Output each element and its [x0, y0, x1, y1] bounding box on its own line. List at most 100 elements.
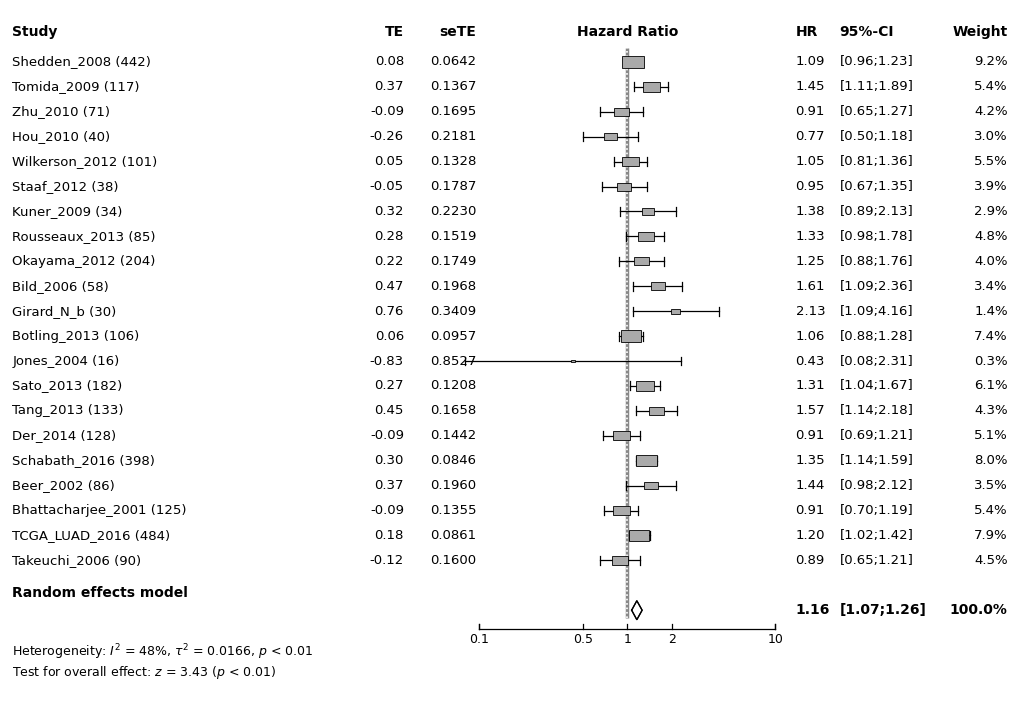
Text: 0.89: 0.89	[795, 554, 824, 567]
Text: Der_2014 (128): Der_2014 (128)	[12, 429, 116, 442]
Text: 0.45: 0.45	[374, 404, 404, 418]
Text: 0.1968: 0.1968	[430, 279, 476, 293]
Text: Takeuchi_2006 (90): Takeuchi_2006 (90)	[12, 554, 142, 567]
Text: [1.11;1.89]: [1.11;1.89]	[839, 80, 912, 93]
Text: 0.1367: 0.1367	[430, 80, 476, 93]
Text: 0.2181: 0.2181	[430, 130, 476, 143]
Text: [1.02;1.42]: [1.02;1.42]	[839, 529, 912, 542]
Text: 1: 1	[623, 633, 631, 646]
Text: [1.04;1.67]: [1.04;1.67]	[839, 379, 912, 392]
Text: 0.1749: 0.1749	[430, 255, 476, 268]
Text: 0.1355: 0.1355	[429, 504, 476, 517]
Text: [0.98;2.12]: [0.98;2.12]	[839, 479, 912, 492]
Text: 1.44: 1.44	[795, 479, 824, 492]
Bar	[635, 381, 653, 391]
Text: 0.08: 0.08	[374, 55, 404, 69]
Text: TE: TE	[384, 25, 404, 39]
Text: 1.38: 1.38	[795, 205, 824, 218]
Bar	[637, 232, 653, 241]
Text: 100.0%: 100.0%	[949, 603, 1007, 617]
Text: 0.95: 0.95	[795, 180, 824, 193]
Text: 1.16: 1.16	[795, 603, 829, 617]
Bar	[621, 331, 641, 342]
Bar	[571, 360, 575, 362]
Text: 0.91: 0.91	[795, 504, 824, 517]
Bar	[603, 133, 616, 140]
Text: 0.32: 0.32	[374, 205, 404, 218]
Bar	[634, 257, 648, 265]
Text: [0.50;1.18]: [0.50;1.18]	[839, 130, 912, 143]
Text: 1.25: 1.25	[795, 255, 824, 268]
Text: Girard_N_b (30): Girard_N_b (30)	[12, 305, 116, 318]
Text: Bild_2006 (58): Bild_2006 (58)	[12, 279, 109, 293]
Bar	[622, 157, 639, 166]
Text: 0.77: 0.77	[795, 130, 824, 143]
Text: [1.14;1.59]: [1.14;1.59]	[839, 454, 912, 468]
Text: 0.91: 0.91	[795, 105, 824, 119]
Text: 1.4%: 1.4%	[973, 305, 1007, 318]
Text: 0.76: 0.76	[374, 305, 404, 318]
Text: [1.09;2.36]: [1.09;2.36]	[839, 279, 912, 293]
Text: 0.1: 0.1	[469, 633, 489, 646]
Bar	[650, 282, 664, 290]
Text: 0.06: 0.06	[374, 329, 404, 343]
Text: [0.70;1.19]: [0.70;1.19]	[839, 504, 912, 517]
Text: 7.4%: 7.4%	[973, 329, 1007, 343]
Text: [0.69;1.21]: [0.69;1.21]	[839, 429, 912, 442]
Bar	[616, 183, 631, 191]
Text: Beer_2002 (86): Beer_2002 (86)	[12, 479, 115, 492]
Text: [0.81;1.36]: [0.81;1.36]	[839, 155, 912, 168]
Text: seTE: seTE	[439, 25, 476, 39]
Text: 0.3409: 0.3409	[430, 305, 476, 318]
Text: 0.2230: 0.2230	[430, 205, 476, 218]
Bar	[648, 406, 663, 415]
Bar	[612, 505, 629, 515]
Text: 0.0957: 0.0957	[430, 329, 476, 343]
Text: 0.3%: 0.3%	[973, 355, 1007, 368]
Text: Bhattacharjee_2001 (125): Bhattacharjee_2001 (125)	[12, 504, 186, 517]
Text: 0.30: 0.30	[374, 454, 404, 468]
Text: -0.12: -0.12	[369, 554, 404, 567]
Text: 0.5: 0.5	[573, 633, 592, 646]
Text: 1.57: 1.57	[795, 404, 824, 418]
Text: [0.67;1.35]: [0.67;1.35]	[839, 180, 912, 193]
Text: 1.35: 1.35	[795, 454, 824, 468]
Text: 10: 10	[766, 633, 783, 646]
Bar	[642, 82, 659, 92]
Text: Hazard Ratio: Hazard Ratio	[576, 25, 678, 39]
Text: Sato_2013 (182): Sato_2013 (182)	[12, 379, 122, 392]
Text: 5.5%: 5.5%	[973, 155, 1007, 168]
Text: 0.1519: 0.1519	[430, 230, 476, 243]
Text: -0.09: -0.09	[370, 429, 404, 442]
Text: 0.1960: 0.1960	[430, 479, 476, 492]
Text: Hou_2010 (40): Hou_2010 (40)	[12, 130, 110, 143]
Text: 0.05: 0.05	[374, 155, 404, 168]
Text: -0.09: -0.09	[370, 105, 404, 119]
Text: Test for overall effect: $z$ = 3.43 ($p$ < 0.01): Test for overall effect: $z$ = 3.43 ($p$…	[12, 664, 276, 681]
Text: 5.1%: 5.1%	[973, 429, 1007, 442]
Text: 95%-CI: 95%-CI	[839, 25, 893, 39]
Bar	[636, 455, 656, 467]
Text: HR: HR	[795, 25, 817, 39]
Text: 0.22: 0.22	[374, 255, 404, 268]
Text: Botling_2013 (106): Botling_2013 (106)	[12, 329, 140, 343]
Text: [0.65;1.27]: [0.65;1.27]	[839, 105, 912, 119]
Text: Random effects model: Random effects model	[12, 585, 187, 600]
Text: 1.31: 1.31	[795, 379, 824, 392]
Text: 0.43: 0.43	[795, 355, 824, 368]
Text: -0.09: -0.09	[370, 504, 404, 517]
Text: 0.0861: 0.0861	[430, 529, 476, 542]
Text: 1.06: 1.06	[795, 329, 824, 343]
Text: 0.1442: 0.1442	[430, 429, 476, 442]
Text: 5.4%: 5.4%	[973, 80, 1007, 93]
Text: 0.37: 0.37	[374, 479, 404, 492]
Text: 0.1328: 0.1328	[430, 155, 476, 168]
Text: Tomida_2009 (117): Tomida_2009 (117)	[12, 80, 140, 93]
Text: 0.1600: 0.1600	[430, 554, 476, 567]
Bar	[643, 482, 657, 489]
Bar	[671, 309, 680, 314]
Text: 0.8527: 0.8527	[430, 355, 476, 368]
Text: Study: Study	[12, 25, 57, 39]
Text: 0.0846: 0.0846	[430, 454, 476, 468]
Text: 2.9%: 2.9%	[973, 205, 1007, 218]
